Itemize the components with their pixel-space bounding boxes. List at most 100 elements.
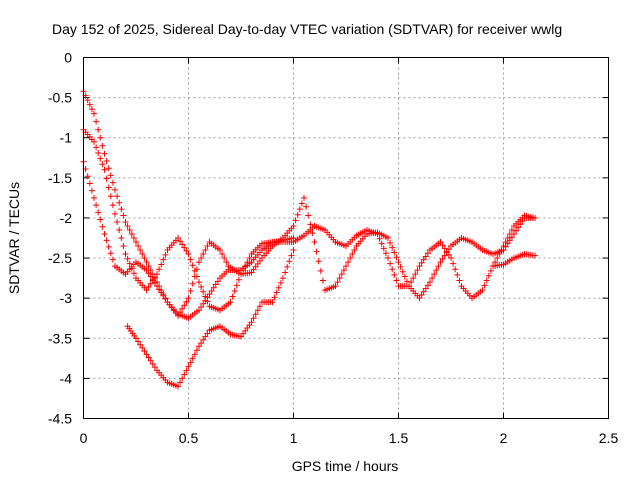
data-point — [414, 267, 421, 274]
data-point — [97, 155, 104, 162]
data-point — [118, 206, 125, 213]
data-point — [160, 256, 167, 263]
data-point — [133, 239, 139, 246]
data-point — [105, 184, 112, 191]
data-point — [286, 258, 293, 265]
data-point — [290, 235, 297, 241]
data-point — [149, 271, 156, 278]
data-point — [200, 336, 207, 343]
y-tick-label: -3.5 — [48, 330, 72, 346]
data-point — [175, 235, 181, 241]
data-point — [319, 277, 326, 284]
data-point — [397, 263, 404, 270]
y-tick-label: -3 — [60, 290, 73, 306]
x-tick-label: 2.5 — [599, 430, 619, 446]
data-point — [183, 367, 190, 374]
data-point — [385, 235, 391, 241]
data-point — [145, 354, 152, 361]
data-point — [202, 247, 209, 254]
data-point — [393, 254, 400, 261]
data-point — [189, 262, 196, 269]
data-point — [84, 97, 91, 104]
data-point — [196, 307, 202, 314]
y-axis-label: SDTVAR / TECUs — [6, 182, 22, 294]
data-point — [227, 299, 234, 306]
data-point — [143, 287, 150, 294]
data-point — [416, 295, 423, 302]
data-point — [95, 209, 102, 216]
data-point — [162, 295, 169, 302]
data-point — [389, 244, 396, 251]
data-point — [269, 299, 276, 306]
data-point — [452, 266, 459, 273]
series-trace-a — [80, 158, 538, 322]
data-point — [208, 287, 215, 294]
data-point — [101, 150, 108, 157]
data-point — [105, 243, 112, 250]
data-point — [196, 343, 202, 350]
data-point — [93, 144, 100, 151]
data-point — [93, 118, 100, 125]
data-point — [349, 251, 356, 258]
data-point — [273, 289, 280, 296]
data-point — [315, 258, 322, 265]
data-point — [420, 256, 427, 263]
data-point — [187, 287, 194, 294]
data-point — [420, 288, 427, 295]
data-point — [196, 259, 202, 266]
data-point — [191, 273, 198, 280]
data-point — [412, 271, 419, 278]
data-point — [376, 235, 383, 242]
data-point — [280, 275, 286, 282]
data-point — [95, 149, 102, 156]
data-point — [399, 268, 406, 275]
data-point — [185, 295, 192, 302]
y-tick-label: -4 — [60, 370, 73, 386]
data-point — [513, 227, 520, 234]
y-tick-label: -1 — [60, 130, 73, 146]
data-point — [124, 255, 131, 262]
data-point — [120, 212, 127, 219]
data-point — [271, 294, 278, 301]
data-point — [448, 255, 454, 262]
data-point — [156, 266, 163, 273]
data-point — [200, 288, 207, 295]
data-point — [252, 311, 259, 318]
data-point — [204, 330, 211, 337]
data-point — [177, 379, 184, 386]
data-point — [107, 172, 114, 179]
data-point — [343, 263, 349, 270]
data-point — [296, 206, 303, 213]
data-point — [250, 315, 257, 322]
data-point — [338, 271, 345, 278]
data-point — [479, 287, 486, 294]
data-point — [217, 247, 223, 254]
data-point — [374, 230, 381, 237]
data-point — [88, 187, 95, 194]
data-point — [506, 230, 513, 237]
data-point — [143, 351, 150, 358]
data-point — [200, 251, 207, 258]
data-point — [103, 237, 110, 244]
series-trace-e — [490, 251, 538, 270]
data-point — [116, 226, 123, 233]
data-point — [158, 261, 165, 268]
data-point — [141, 255, 148, 262]
data-point — [441, 245, 448, 252]
data-point — [185, 251, 192, 258]
data-point — [103, 175, 110, 182]
data-point — [99, 142, 106, 149]
data-point — [114, 218, 121, 225]
data-point — [198, 303, 205, 310]
data-point — [145, 263, 152, 270]
data-point — [311, 239, 318, 246]
data-point — [139, 344, 146, 351]
data-point — [112, 210, 118, 217]
data-point — [233, 282, 240, 289]
data-point — [181, 302, 188, 309]
data-point — [175, 312, 181, 319]
data-point — [177, 238, 184, 245]
data-point — [437, 259, 444, 266]
data-point — [124, 222, 131, 229]
data-point — [86, 180, 93, 187]
